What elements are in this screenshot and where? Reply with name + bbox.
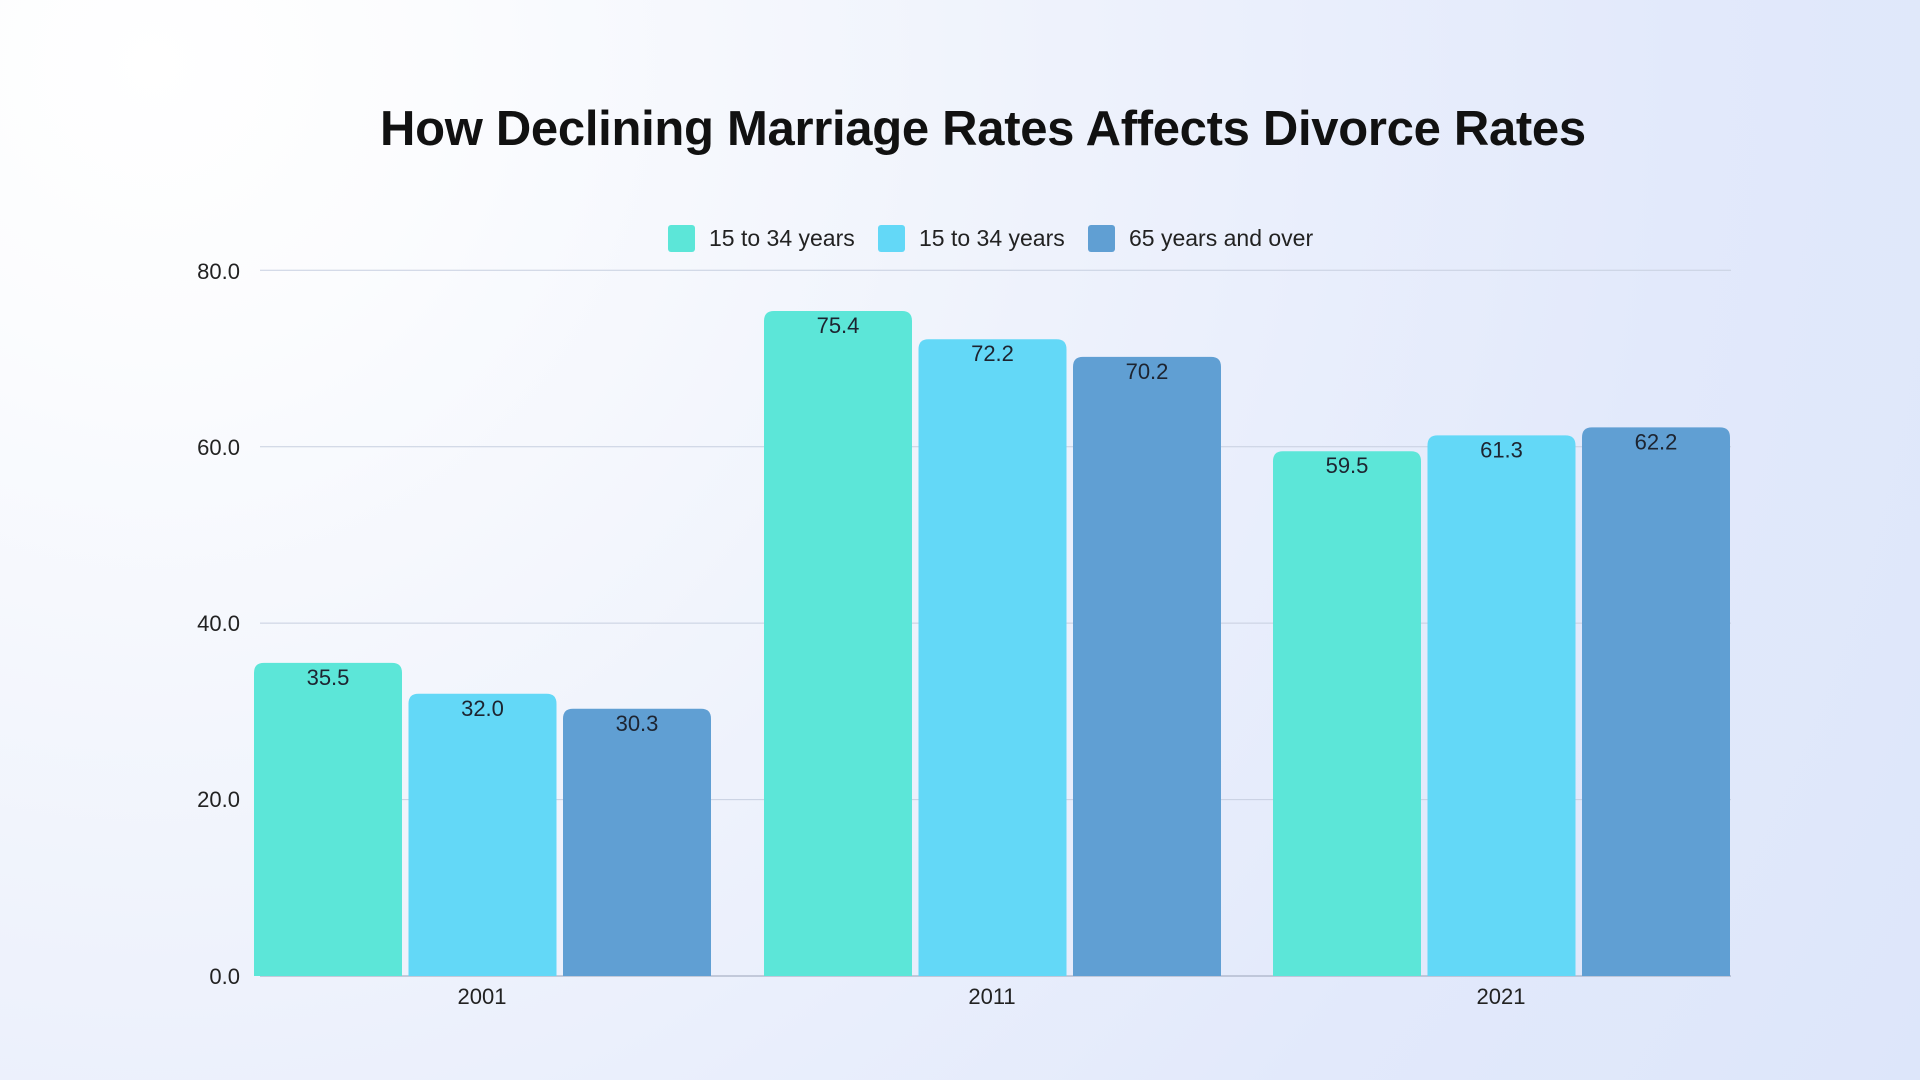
svg-text:2001: 2001: [458, 984, 507, 1009]
svg-text:72.2: 72.2: [971, 341, 1014, 366]
svg-text:75.4: 75.4: [817, 313, 860, 338]
svg-text:59.5: 59.5: [1326, 453, 1369, 478]
svg-text:62.2: 62.2: [1635, 429, 1678, 454]
svg-text:60.0: 60.0: [197, 435, 240, 460]
svg-text:20.0: 20.0: [197, 787, 240, 812]
svg-text:0.0: 0.0: [209, 964, 240, 989]
svg-text:2011: 2011: [968, 984, 1015, 1009]
svg-text:35.5: 35.5: [307, 665, 350, 690]
svg-text:61.3: 61.3: [1480, 437, 1523, 462]
svg-text:30.3: 30.3: [616, 711, 659, 736]
svg-text:80.0: 80.0: [197, 259, 240, 284]
svg-text:32.0: 32.0: [461, 696, 504, 721]
svg-text:2021: 2021: [1477, 984, 1526, 1009]
svg-text:40.0: 40.0: [197, 611, 240, 636]
svg-text:70.2: 70.2: [1126, 359, 1169, 384]
